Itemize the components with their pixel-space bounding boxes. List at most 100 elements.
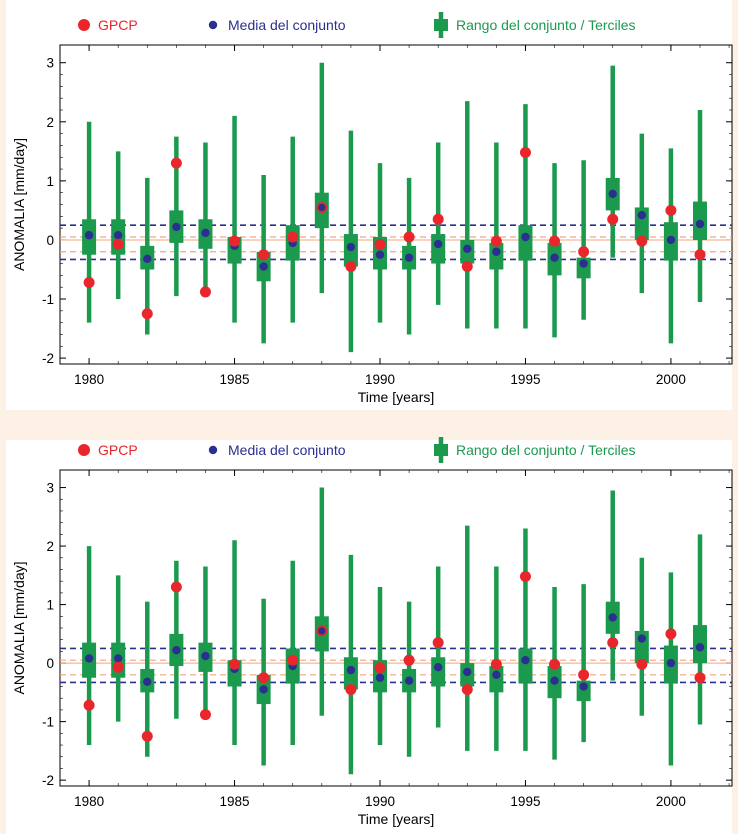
tercile-box-1992 [431,234,445,264]
x-axis-title: Time [years] [358,389,435,405]
gpcp-point-1996 [549,236,560,247]
ensemble-mean-point-1983 [172,646,180,654]
x-tick-label: 1995 [510,794,540,809]
gpcp-point-1985 [229,659,240,670]
legend-mean-label: Media del conjunto [228,442,346,458]
legend-gpcp-label: GPCP [98,442,138,458]
gpcp-point-1991 [404,655,415,666]
ensemble-mean-point-2000 [667,236,675,244]
y-tick-label: -2 [42,351,54,366]
gpcp-point-1994 [491,236,502,247]
ensemble-mean-point-1989 [347,243,355,251]
gpcp-point-1995 [520,147,531,158]
gpcp-point-1986 [258,672,269,683]
ensemble-mean-point-1999 [638,634,646,642]
legend-gpcp-marker [78,19,90,31]
ensemble-mean-point-1982 [143,678,151,686]
gpcp-point-1983 [171,158,182,169]
y-tick-label: 2 [46,115,54,130]
gpcp-point-2000 [665,205,676,216]
gpcp-point-2001 [695,249,706,260]
x-tick-label: 1980 [74,372,104,387]
ensemble-mean-point-1991 [405,253,413,261]
ensemble-mean-point-1994 [492,248,500,256]
gpcp-point-1997 [578,669,589,680]
gpcp-point-1982 [142,731,153,742]
ensemble-mean-point-1993 [463,668,471,676]
ensemble-mean-point-1986 [259,685,267,693]
ensemble-mean-point-1996 [550,676,558,684]
gpcp-point-1984 [200,286,211,297]
ensemble-mean-point-1982 [143,255,151,263]
ensemble-mean-point-1984 [201,652,209,660]
y-tick-label: -2 [42,773,54,788]
y-tick-label: 1 [46,598,54,613]
chart-canvas: -2 -1 0 1 2 3 1980 1985 1990 1995 2000 Time [years]… [11,437,732,827]
y-tick-label: 1 [46,174,54,189]
ensemble-mean-point-1996 [550,253,558,261]
ensemble-mean-point-1993 [463,245,471,253]
gpcp-point-1999 [636,236,647,247]
y-tick-label: 0 [46,233,54,248]
gpcp-point-1982 [142,308,153,319]
gpcp-point-1990 [375,239,386,250]
anomaly-chart-bottom: -2 -1 0 1 2 3 1980 1985 1990 1995 2000 Time [years]… [6,440,732,834]
y-tick-label: -1 [42,715,54,730]
gpcp-point-1992 [433,214,444,225]
x-tick-label: 1985 [220,794,250,809]
x-tick-label: 1980 [74,794,104,809]
legend-mean-marker [209,21,217,29]
plot-frame [60,45,732,364]
gpcp-point-1997 [578,246,589,257]
x-tick-label: 1995 [510,372,540,387]
gpcp-point-1987 [287,655,298,666]
plot-frame [60,470,732,786]
gpcp-point-1980 [84,700,95,711]
ensemble-mean-point-1986 [259,262,267,270]
gpcp-point-2001 [695,672,706,683]
ensemble-mean-overlay-1988 [318,204,325,211]
gpcp-point-1981 [113,239,124,250]
gpcp-point-1995 [520,571,531,582]
y-axis-title: ANOMALIA [mm/day] [11,561,27,694]
gpcp-point-1989 [345,684,356,695]
gpcp-point-1998 [607,637,618,648]
chart-panel-bottom: -2 -1 0 1 2 3 1980 1985 1990 1995 2000 Time [years]… [6,440,732,834]
ensemble-mean-point-1983 [172,223,180,231]
gpcp-point-1993 [462,261,473,272]
chart-canvas: -2 -1 0 1 2 3 1980 1985 1990 1995 2000 Time [years]… [11,12,732,405]
gpcp-point-1984 [200,709,211,720]
gpcp-point-1993 [462,684,473,695]
x-tick-label: 1990 [365,794,395,809]
y-tick-label: 3 [46,481,54,496]
y-axis-title: ANOMALIA [mm/day] [11,138,27,271]
ensemble-mean-point-1997 [579,259,587,267]
gpcp-point-1998 [607,214,618,225]
ensemble-mean-point-1998 [609,190,617,198]
chart-panel-top: -2 -1 0 1 2 3 1980 1985 1990 1995 2000 Time [years]… [6,0,732,410]
tercile-box-1995 [518,225,532,260]
gpcp-point-1987 [287,231,298,242]
legend-range-label: Rango del conjunto / Terciles [456,442,636,458]
tercile-box-1995 [518,648,532,683]
y-tick-label: 0 [46,656,54,671]
x-tick-label: 2000 [656,372,686,387]
gpcp-point-1991 [404,231,415,242]
y-tick-label: -1 [42,292,54,307]
y-tick-label: 2 [46,539,54,554]
ensemble-mean-point-1999 [638,211,646,219]
ensemble-mean-point-1984 [201,229,209,237]
ensemble-mean-point-2000 [667,659,675,667]
ensemble-mean-point-1997 [579,682,587,690]
gpcp-point-1992 [433,637,444,648]
legend-range-label: Rango del conjunto / Terciles [456,17,636,33]
ensemble-mean-point-1994 [492,671,500,679]
tercile-box-1994 [489,243,503,270]
ensemble-mean-point-1980 [85,231,93,239]
gpcp-point-1994 [491,659,502,670]
ensemble-mean-point-1989 [347,666,355,674]
legend-range-box [434,19,448,31]
ensemble-mean-point-1981 [114,654,122,662]
ensemble-mean-point-1990 [376,674,384,682]
gpcp-point-1990 [375,662,386,673]
